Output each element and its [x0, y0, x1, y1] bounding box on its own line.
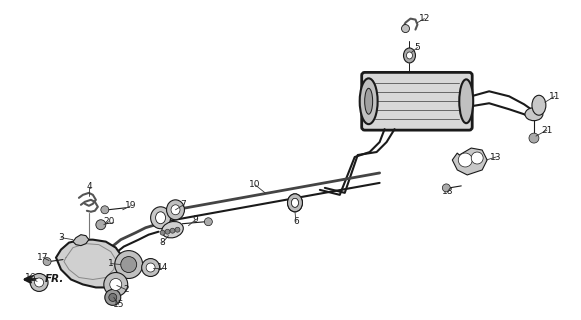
- Text: 4: 4: [86, 182, 92, 191]
- Ellipse shape: [404, 48, 415, 63]
- Ellipse shape: [459, 79, 473, 123]
- Circle shape: [101, 206, 109, 214]
- Circle shape: [401, 25, 410, 33]
- Circle shape: [442, 184, 450, 192]
- Text: 21: 21: [541, 126, 553, 135]
- Text: 8: 8: [160, 238, 166, 247]
- Circle shape: [170, 228, 175, 233]
- Text: 13: 13: [490, 153, 502, 162]
- Text: 5: 5: [415, 43, 420, 52]
- Circle shape: [96, 220, 106, 230]
- Polygon shape: [73, 235, 89, 246]
- Ellipse shape: [525, 108, 543, 121]
- Ellipse shape: [156, 212, 166, 224]
- Circle shape: [115, 251, 143, 278]
- Ellipse shape: [292, 198, 299, 207]
- Ellipse shape: [360, 78, 378, 124]
- Circle shape: [104, 273, 128, 296]
- Polygon shape: [56, 240, 129, 287]
- Circle shape: [110, 278, 122, 291]
- Circle shape: [30, 274, 48, 292]
- Ellipse shape: [167, 200, 184, 220]
- Ellipse shape: [407, 52, 413, 59]
- Text: 14: 14: [157, 263, 168, 272]
- Text: 18: 18: [442, 188, 453, 196]
- Text: 10: 10: [249, 180, 261, 189]
- Ellipse shape: [171, 205, 180, 215]
- Text: 15: 15: [113, 300, 124, 309]
- Text: 20: 20: [103, 217, 114, 226]
- Circle shape: [175, 227, 180, 232]
- Ellipse shape: [292, 198, 299, 207]
- Circle shape: [109, 293, 117, 301]
- Circle shape: [146, 263, 155, 272]
- Ellipse shape: [288, 194, 303, 212]
- Text: 9: 9: [192, 215, 198, 224]
- Ellipse shape: [288, 194, 303, 212]
- Polygon shape: [452, 148, 487, 175]
- Text: 2: 2: [123, 285, 128, 294]
- Circle shape: [471, 152, 483, 164]
- Text: 12: 12: [419, 14, 430, 23]
- Circle shape: [458, 153, 472, 167]
- Text: 1: 1: [108, 259, 114, 268]
- Text: 17: 17: [37, 253, 49, 262]
- Circle shape: [43, 258, 51, 266]
- Ellipse shape: [365, 88, 372, 114]
- Circle shape: [165, 229, 170, 234]
- Circle shape: [105, 289, 121, 305]
- Text: 16: 16: [26, 273, 37, 282]
- Circle shape: [142, 259, 160, 276]
- Circle shape: [121, 257, 137, 273]
- FancyBboxPatch shape: [362, 72, 472, 130]
- Circle shape: [160, 230, 165, 235]
- Ellipse shape: [532, 95, 546, 115]
- Text: 7: 7: [181, 200, 187, 209]
- Text: 3: 3: [58, 233, 64, 242]
- Circle shape: [35, 278, 44, 287]
- Text: 19: 19: [125, 201, 137, 210]
- Ellipse shape: [150, 207, 170, 229]
- Circle shape: [205, 218, 212, 226]
- Ellipse shape: [162, 221, 183, 238]
- Text: FR.: FR.: [45, 275, 64, 284]
- Circle shape: [529, 133, 539, 143]
- Text: 11: 11: [549, 92, 561, 101]
- Text: 6: 6: [293, 217, 299, 226]
